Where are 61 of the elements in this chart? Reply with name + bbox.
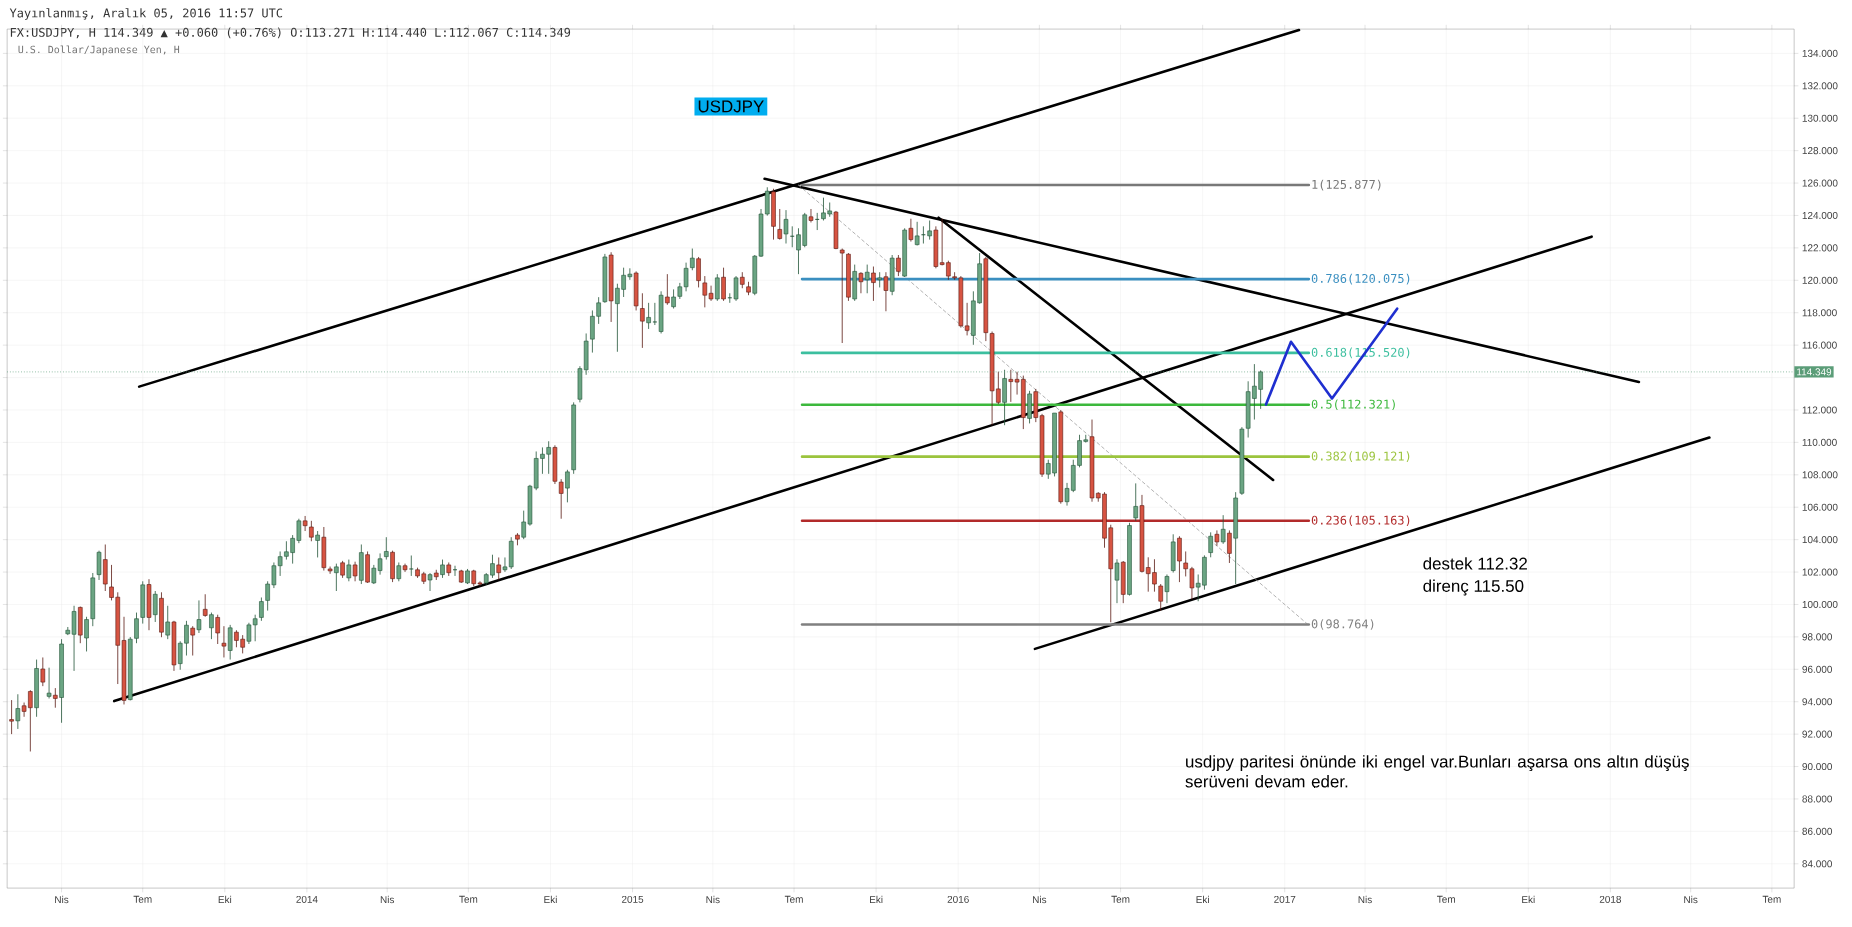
x-tick-label: Eki [218, 895, 232, 904]
x-tick-label: 2016 [947, 895, 969, 903]
y-tick-label: 128.000 [1802, 147, 1838, 155]
y-tick-label: 130.000 [1802, 114, 1838, 122]
annotation: usdjpy paritesi önünde iki engel var.Bunları aşarsa ons altın düşüş serüveni devam eder. [1185, 755, 1689, 788]
series-label: 0.236(105.163) [1311, 515, 1410, 527]
x-tick-label: Eki [1522, 895, 1535, 904]
y-tick-label: 112.000 [1802, 406, 1837, 414]
x-tick-label: Tem [1111, 895, 1130, 903]
y-tick-label: 118.000 [1802, 309, 1837, 317]
x-tick-label: Tem [133, 895, 152, 903]
annotation: U.S. Dollar/Japanese Yen, H [18, 45, 180, 56]
x-tick-label: Eki [544, 895, 557, 904]
x-tick-label: 2017 [1274, 895, 1296, 903]
y-tick-label: 126.000 [1802, 179, 1838, 187]
chart-title: Yayınlanmış, Aralık 05, 2016 11:57 UTC [9, 8, 283, 20]
y-tick-label: 122.000 [1802, 244, 1838, 252]
annotation: direnç 115.50 [1423, 579, 1524, 596]
series-label: 0.5(112.321) [1311, 399, 1395, 411]
x-tick-label: Nis [1358, 895, 1372, 904]
y-tick-label: 90.000 [1802, 763, 1832, 771]
x-tick-label: 2018 [1599, 895, 1622, 903]
x-tick-label: Nis [1032, 895, 1047, 904]
y-tick-label: 104.000 [1802, 536, 1838, 544]
x-tick-label: Eki [870, 895, 883, 904]
annotation: destek 112.32 [1423, 557, 1527, 570]
y-tick-label: 124.000 [1802, 211, 1838, 219]
y-tick-label: 100.000 [1802, 600, 1838, 608]
x-tick-label: Nis [1684, 895, 1698, 904]
y-tick-label: 134.000 [1802, 49, 1838, 57]
x-tick-label: 2014 [296, 895, 318, 903]
x-tick-label: 2015 [621, 895, 644, 903]
y-tick-label: 132.000 [1802, 82, 1838, 90]
chart-subtitle: FX:USDJPY, H 114.349 ▲ +0.060 (+0.76%) O:113.271 H:114.440 L:112.067 C:114.349 [10, 27, 571, 39]
x-tick-label: Eki [1196, 895, 1209, 904]
annotation: USDJPY [698, 100, 764, 113]
x-tick-label: Tem [784, 895, 803, 903]
y-tick-label: 88.000 [1802, 795, 1832, 803]
y-tick-label: 92.000 [1802, 730, 1832, 738]
y-tick-label: 102.000 [1802, 568, 1838, 576]
y-tick-label: 96.000 [1802, 665, 1832, 673]
y-tick-label: 94.000 [1802, 698, 1832, 706]
y-tick-label: 98.000 [1802, 633, 1832, 641]
series-label: 0.382(109.121) [1311, 451, 1410, 462]
series-label: 1(125.877) [1312, 179, 1381, 191]
ref-line-label: 114.349 [1797, 368, 1832, 376]
y-tick-label: 106.000 [1802, 503, 1838, 511]
x-tick-label: Nis [380, 895, 395, 904]
x-tick-label: Tem [459, 895, 478, 903]
y-tick-label: 116.000 [1802, 341, 1837, 349]
x-tick-label: Tem [1762, 895, 1781, 903]
x-tick-label: Tem [1437, 895, 1455, 903]
series-label: 0.786(120.075) [1311, 273, 1410, 285]
series-label: 0(98.764) [1311, 619, 1374, 630]
y-tick-label: 108.000 [1802, 471, 1838, 479]
y-tick-label: 120.000 [1802, 276, 1838, 284]
y-tick-label: 84.000 [1802, 860, 1832, 868]
y-tick-label: 86.000 [1802, 827, 1832, 835]
x-tick-label: Nis [706, 895, 720, 904]
x-tick-label: Nis [55, 895, 69, 904]
y-tick-label: 110.000 [1802, 438, 1837, 446]
